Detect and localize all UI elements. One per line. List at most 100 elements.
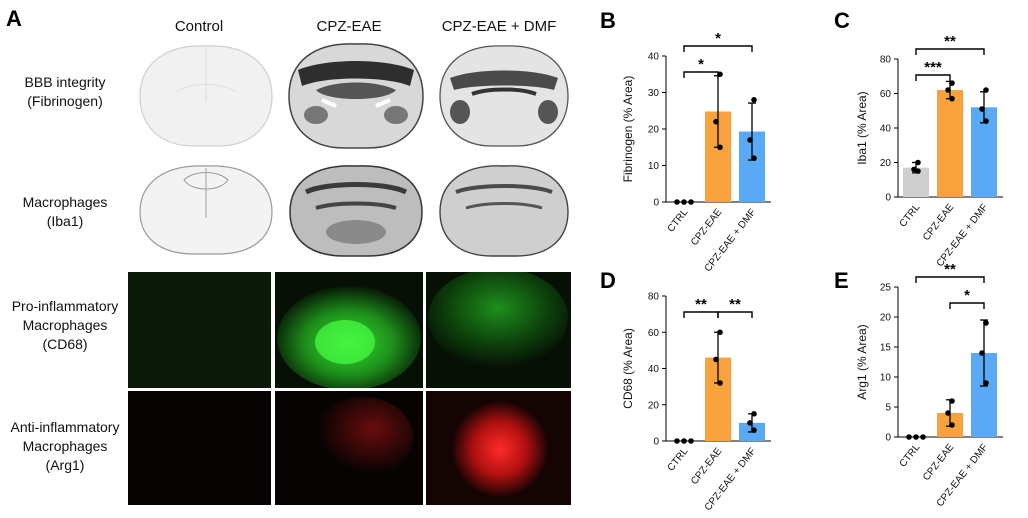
chart-b-ytick-label: 10 (648, 161, 660, 172)
chart-c-ylabel: Iba1 (% Area) (855, 91, 869, 164)
chart-c-ytick-label: 40 (880, 124, 892, 135)
chart-e-sig-bracket (915, 276, 985, 283)
iba1-control-image (139, 165, 273, 255)
fibrinogen-control-image (139, 45, 273, 147)
chart-d-point (717, 380, 723, 386)
row-label-iba1: Macrophages (Iba1) (22, 194, 108, 229)
chart-b-point (713, 118, 719, 125)
column-header-cpz-eae-dmf: CPZ-EAE + DMF (441, 18, 557, 35)
chart-e-category-label: CPZ-EAE (921, 442, 957, 483)
chart-e-point (945, 410, 951, 416)
chart-b-point (747, 137, 753, 143)
fibrinogen-cpz-eae-dmf-image (439, 45, 569, 147)
chart-c-ytick-label: 20 (880, 158, 892, 169)
chart-d-ytick-label: 80 (648, 292, 660, 303)
chart-d-point (681, 438, 687, 444)
chart-b-sig-label: * (715, 30, 721, 47)
chart-e-ytick-label: 0 (885, 433, 891, 444)
iba1-cpz-eae-image (289, 165, 423, 257)
chart-b-category-label: CTRL (666, 207, 691, 235)
chart-e-sig-bracket (949, 302, 985, 309)
chart-c-sig-bracket (915, 48, 985, 55)
chart-c-sig-label: *** (924, 59, 942, 76)
fibrinogen-cpz-eae-image (288, 43, 424, 149)
chart-b-point (681, 199, 687, 205)
chart-e-ytick-label: 5 (885, 403, 891, 414)
chart-d-ytick-label: 20 (648, 400, 660, 411)
chart-e-ytick-label: 25 (880, 283, 892, 294)
chart-d-point (674, 438, 680, 444)
chart-e-sig-label: * (964, 287, 970, 304)
chart-b-point (674, 199, 680, 205)
chart-d-sig-bracket (717, 311, 753, 318)
chart-c-point (983, 87, 989, 93)
chart-b-ytick-label: 0 (653, 198, 659, 209)
chart-e-category-label: CTRL (898, 442, 923, 470)
row-label-cd68: Pro-inflammatory Macrophages (CD68) (11, 298, 119, 352)
chart-b-point (717, 144, 723, 151)
cd68-cpz-eae-image (275, 272, 423, 388)
chart-c-ytick-label: 60 (880, 89, 892, 100)
chart-d-point (688, 438, 694, 444)
chart-b-ytick-label: 20 (648, 125, 660, 136)
chart-c-point (949, 95, 955, 102)
chart-c-point (949, 80, 955, 86)
cd68-control-image (128, 272, 271, 388)
chart-d-point (751, 411, 757, 417)
chart-c-sig-label: ** (944, 33, 956, 50)
chart-e-point (949, 422, 955, 428)
chart-c-category-label: CTRL (898, 202, 923, 230)
chart-e-point (979, 350, 985, 356)
chart-e-ytick-label: 10 (880, 373, 892, 384)
chart-d-ytick-label: 0 (653, 437, 659, 448)
chart-b-sig-label: * (698, 56, 704, 73)
row-label-fibrinogen: BBB integrity (Fibrinogen) (24, 74, 106, 109)
chart-c-point (911, 166, 917, 173)
chart-e-point (983, 320, 989, 326)
chart-d-ytick-label: 60 (648, 328, 660, 339)
chart-c-point (945, 87, 951, 93)
chart-d-point (713, 356, 719, 363)
arg1-cpz-eae-dmf-image (426, 391, 571, 505)
chart-b-sig-bracket (683, 45, 753, 52)
chart-d-category-label: CPZ-EAE (689, 446, 725, 487)
chart-e-letter: E (834, 268, 849, 293)
chart-e-point (913, 434, 919, 440)
panel-a-letter: A (6, 6, 22, 31)
chart-d-category-label: CTRL (666, 446, 691, 474)
chart-b-ytick-label: 40 (648, 52, 660, 63)
chart-b-sig-bracket (683, 71, 719, 78)
chart-e-ytick-label: 20 (880, 313, 892, 324)
iba1-cpz-eae-dmf-image (439, 165, 569, 257)
chart-c-point (915, 159, 921, 166)
column-header-cpz-eae: CPZ-EAE (316, 18, 382, 35)
chart-b-ylabel: Fibrinogen (% Area) (621, 76, 635, 183)
arg1-cpz-eae-image (275, 391, 423, 505)
chart-b-point (688, 199, 694, 205)
chart-d-letter: D (600, 268, 616, 293)
chart-d-point (747, 420, 753, 426)
chart-e-sig-label: ** (944, 261, 956, 278)
chart-e-point (920, 434, 926, 440)
chart-d-ylabel: CD68 (% Area) (621, 328, 635, 409)
chart-c-letter: C (834, 8, 850, 33)
chart-e-ytick-label: 15 (880, 343, 892, 354)
chart-b-point (751, 97, 757, 103)
column-header-control: Control (174, 18, 224, 35)
chart-c-ytick-label: 80 (880, 55, 892, 66)
row-label-arg1: Anti-inflammatory Macrophages (Arg1) (10, 419, 120, 473)
chart-e-ylabel: Arg1 (% Area) (855, 324, 869, 399)
chart-d-ytick-label: 40 (648, 364, 660, 375)
chart-b-point (751, 155, 757, 161)
chart-d-point (717, 329, 723, 336)
chart-b-ytick-label: 30 (648, 88, 660, 99)
chart-c-point (983, 118, 989, 124)
chart-c-category-label: CPZ-EAE (921, 202, 957, 243)
chart-e-point (906, 434, 912, 440)
chart-b-category-label: CPZ-EAE (689, 207, 725, 248)
chart-d-sig-label: ** (695, 296, 707, 313)
chart-c-ytick-label: 0 (885, 193, 891, 204)
chart-e-point (983, 380, 989, 386)
arg1-control-image (128, 391, 271, 505)
